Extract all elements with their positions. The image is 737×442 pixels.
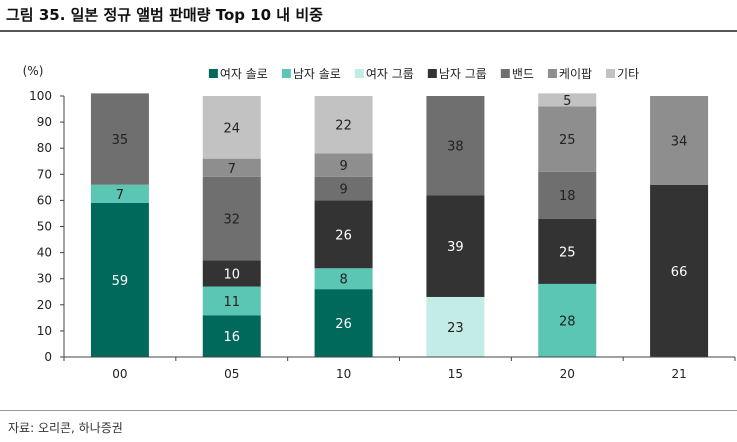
x-axis: 00 05 10 15 20 21 — [63, 356, 736, 381]
x-tick-label: 15 — [448, 367, 463, 381]
data-label: 11 — [223, 295, 240, 310]
y-tick-label: 80 — [37, 141, 52, 155]
data-label: 39 — [447, 240, 464, 255]
bar-segment — [90, 203, 149, 357]
bars: 59 7 35 16 11 10 32 7 24 26 8 26 9 9 22 23 39 38 28 25 18 25 5… — [90, 93, 709, 357]
x-tick-label: 21 — [671, 367, 686, 381]
bar-segment — [426, 195, 485, 297]
x-tick-label: 10 — [336, 367, 351, 381]
bar-segment — [314, 289, 373, 357]
bar-segment — [314, 200, 373, 269]
figure-title: 그림 35. 일본 정규 앨범 판매량 Top 10 내 비중 — [6, 6, 323, 24]
stacked-bar-chart: 여자 솔로 남자 솔로 여자 그룹 남자 그룹 밴드 케이팝 기타 (%) 0 10 20 30 4… — [23, 64, 736, 381]
bar-segment — [538, 218, 597, 284]
y-tick-label: 60 — [37, 193, 52, 207]
y-tick-label: 70 — [37, 167, 52, 181]
legend-item: 여자 그룹 — [354, 67, 414, 81]
bar-segment — [314, 96, 373, 154]
bar-segment — [650, 96, 709, 185]
y-tick-label: 100 — [29, 89, 52, 103]
x-tick-label: 05 — [224, 367, 239, 381]
y-axis-label: (%) — [23, 64, 44, 78]
data-label: 38 — [447, 140, 464, 155]
data-label: 23 — [447, 321, 464, 336]
source-divider — [0, 410, 737, 411]
data-label: 10 — [223, 267, 240, 282]
bar-segment — [538, 283, 597, 357]
bar-segment — [90, 184, 149, 204]
bar-segment — [202, 286, 261, 316]
data-label: 59 — [112, 274, 129, 289]
x-tick-label: 00 — [112, 367, 127, 381]
legend-label: 여자 그룹 — [366, 67, 414, 81]
legend-label: 기타 — [617, 67, 639, 81]
bar-segment — [202, 260, 261, 287]
bar-segment — [202, 315, 261, 357]
bar-segment — [314, 176, 373, 201]
data-label: 25 — [559, 245, 576, 260]
data-label: 9 — [339, 159, 347, 174]
legend-item: 기타 — [606, 67, 639, 81]
y-axis: 0 10 20 30 40 50 60 70 80 90 100 — [29, 89, 65, 364]
data-label: 32 — [223, 213, 240, 228]
data-label: 9 — [339, 183, 347, 198]
bar-segment — [314, 153, 373, 177]
data-label: 28 — [559, 314, 576, 329]
data-label: 7 — [228, 162, 236, 177]
data-label: 16 — [223, 330, 240, 345]
data-label: 24 — [223, 121, 240, 136]
y-tick-label: 10 — [37, 324, 52, 338]
legend-swatch — [606, 69, 616, 78]
data-label: 26 — [335, 228, 352, 243]
bar-segment — [538, 106, 597, 172]
data-label: 7 — [116, 188, 124, 203]
y-tick-label: 30 — [37, 272, 52, 286]
data-label: 66 — [671, 265, 688, 280]
y-tick-label: 40 — [37, 246, 52, 260]
legend-swatch — [427, 69, 437, 78]
bar-segment — [426, 296, 485, 357]
legend-swatch — [500, 69, 510, 78]
y-tick-label: 50 — [37, 220, 52, 234]
y-tick-label: 90 — [37, 115, 52, 129]
data-label: 26 — [335, 317, 352, 332]
title-divider — [0, 30, 737, 32]
legend-item: 남자 솔로 — [281, 67, 341, 81]
legend-item: 밴드 — [500, 67, 534, 81]
data-label: 34 — [671, 134, 688, 149]
data-label: 18 — [559, 189, 576, 204]
data-label: 25 — [559, 133, 576, 148]
legend-label: 남자 솔로 — [293, 67, 341, 81]
legend-item: 남자 그룹 — [427, 67, 487, 81]
source-note: 자료: 오리콘, 하나증권 — [8, 421, 123, 435]
bar-segment — [202, 96, 261, 159]
y-tick-label: 20 — [37, 298, 52, 312]
chart-legend: 여자 솔로 남자 솔로 여자 그룹 남자 그룹 밴드 케이팝 기타 — [208, 67, 639, 81]
legend-swatch — [208, 69, 218, 78]
legend-item: 여자 솔로 — [208, 67, 268, 81]
data-label: 5 — [563, 94, 571, 109]
data-label: 22 — [335, 119, 352, 134]
legend-item: 케이팝 — [547, 67, 592, 81]
legend-label: 여자 솔로 — [220, 67, 268, 81]
bar-segment — [202, 158, 261, 177]
legend-swatch — [547, 69, 557, 78]
y-tick-label: 0 — [44, 350, 52, 364]
bar-segment — [650, 184, 709, 357]
x-tick-label: 20 — [560, 367, 575, 381]
legend-label: 케이팝 — [559, 67, 592, 81]
bar-segment — [202, 176, 261, 261]
data-label: 8 — [339, 273, 347, 288]
bar-segment — [90, 93, 149, 185]
data-label: 35 — [112, 133, 129, 148]
legend-swatch — [354, 69, 364, 78]
bar-segment — [314, 268, 373, 290]
legend-label: 밴드 — [512, 67, 534, 81]
legend-swatch — [281, 69, 291, 78]
bar-segment — [426, 96, 485, 196]
bar-segment — [538, 93, 597, 107]
bar-segment — [538, 171, 597, 219]
legend-label: 남자 그룹 — [439, 67, 487, 81]
